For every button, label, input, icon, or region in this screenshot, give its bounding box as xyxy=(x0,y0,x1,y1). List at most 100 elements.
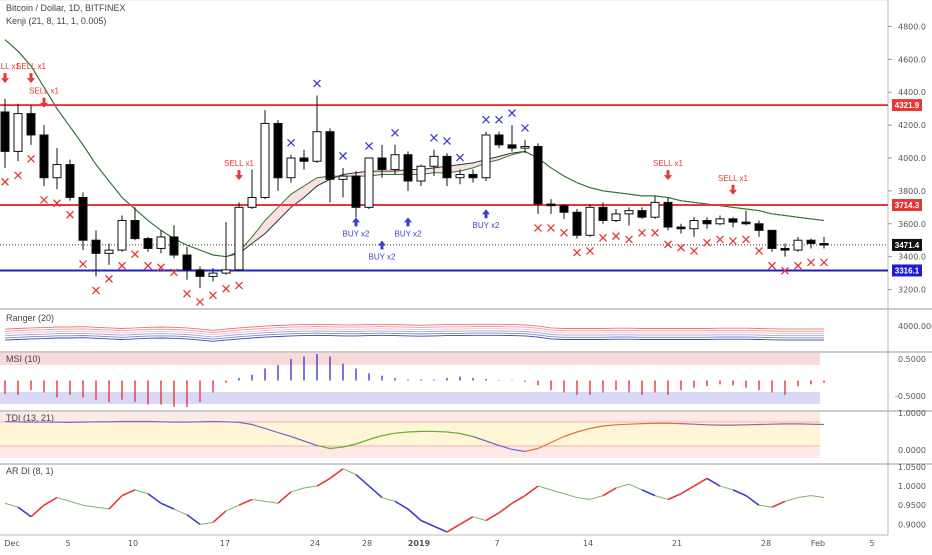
candle-body xyxy=(768,230,776,248)
ardi-line-segment xyxy=(5,503,18,507)
ranger-title: Ranger (20) xyxy=(6,313,54,323)
sell-arrow-icon xyxy=(664,170,672,180)
tdi-line-segment xyxy=(408,431,421,432)
ranger-line xyxy=(5,335,824,341)
ardi-line-segment xyxy=(252,499,265,501)
ardi-line-segment xyxy=(616,484,629,488)
sell-x-mark xyxy=(145,262,152,269)
candle-body xyxy=(235,207,243,269)
sell-x-mark xyxy=(756,247,763,254)
y-tick-label: 4000.0 xyxy=(898,154,926,163)
buy-x-mark xyxy=(314,80,321,87)
msi-lower-zone xyxy=(0,392,820,404)
level-price-label: 3316.1 xyxy=(895,266,920,275)
buy-signal-label: BUY x2 xyxy=(343,229,371,238)
symbol-title: Bitcoin / Dollar, 1D, BITFINEX xyxy=(6,3,126,14)
tdi-line-segment xyxy=(616,424,629,425)
buy-arrow-icon xyxy=(482,209,490,218)
tdi-line-segment xyxy=(226,422,239,423)
msi-y-label: -0.5000 xyxy=(895,392,926,401)
candle-body xyxy=(261,123,269,197)
ardi-line-segment xyxy=(499,503,512,513)
candle-body xyxy=(469,174,477,177)
buy-x-mark xyxy=(366,143,373,150)
candle-body xyxy=(313,132,321,162)
candle-body xyxy=(27,114,35,135)
ardi-line-segment xyxy=(447,524,460,532)
buy-signal-label: BUY x2 xyxy=(369,252,397,261)
ardi-y-label: 0.9500 xyxy=(898,501,926,510)
ardi-line-segment xyxy=(57,498,70,502)
ardi-line-segment xyxy=(681,486,694,494)
ardi-line-segment xyxy=(187,515,200,525)
ardi-line-segment xyxy=(473,517,486,521)
sell-x-mark xyxy=(574,249,581,256)
ardi-line-segment xyxy=(109,496,122,509)
buy-x-mark xyxy=(457,154,464,161)
ardi-line-segment xyxy=(746,496,759,506)
ardi-line-segment xyxy=(135,490,148,494)
candle-body xyxy=(209,273,217,276)
tdi-band-inner xyxy=(0,422,820,446)
sell-signal-label: SELL x1 xyxy=(224,159,254,168)
sell-x-mark xyxy=(691,247,698,254)
y-tick-label: 3200.0 xyxy=(898,286,926,295)
sell-x-mark xyxy=(15,172,22,179)
candle-body xyxy=(560,206,568,213)
buy-x-mark xyxy=(431,134,438,141)
sell-signal-label: SELL x1 xyxy=(718,174,748,183)
sell-arrow-icon xyxy=(40,98,48,108)
y-tick-label: 4400.0 xyxy=(898,88,926,97)
candle-body xyxy=(196,270,204,277)
candle-body xyxy=(144,239,152,249)
ardi-line-segment xyxy=(811,496,824,498)
buy-arrow-icon xyxy=(378,240,386,249)
sell-x-mark xyxy=(93,287,100,294)
ardi-line-segment xyxy=(707,478,720,486)
candle-body xyxy=(53,165,61,178)
ardi-line-segment xyxy=(512,496,525,504)
ardi-line-segment xyxy=(772,501,785,507)
ardi-line-segment xyxy=(577,498,590,500)
candle-body xyxy=(92,240,100,253)
candle-body xyxy=(729,219,737,222)
sell-x-mark xyxy=(197,298,204,305)
x-axis-label: 5 xyxy=(65,539,70,548)
msi-title: MSI (10) xyxy=(6,354,41,364)
ardi-line-segment xyxy=(356,475,369,486)
candle-body xyxy=(573,212,581,235)
ardi-line-segment xyxy=(798,496,811,498)
sell-signal-label: SELL x1 xyxy=(653,159,683,168)
candle-body xyxy=(79,197,87,240)
level-price-label: 4321.9 xyxy=(895,101,920,110)
ardi-line-segment xyxy=(369,486,382,497)
candle-body xyxy=(599,207,607,220)
ranger-y-label: 4000.0000 xyxy=(898,322,932,331)
ardi-line-segment xyxy=(395,501,408,509)
candle-body xyxy=(404,155,412,181)
ardi-line-segment xyxy=(239,499,252,505)
candle-body xyxy=(105,250,113,253)
sell-x-mark xyxy=(652,229,659,236)
ardi-line-segment xyxy=(694,478,707,486)
sell-x-mark xyxy=(743,236,750,243)
candle-body xyxy=(742,222,750,224)
ardi-line-segment xyxy=(538,486,551,490)
candle-body xyxy=(170,237,178,255)
ardi-line-segment xyxy=(226,505,239,511)
candle-body xyxy=(300,158,308,161)
candle-body xyxy=(586,207,594,235)
ardi-line-segment xyxy=(31,505,44,516)
tdi-line-segment xyxy=(681,424,694,425)
buy-arrow-icon xyxy=(352,217,360,226)
ardi-line-segment xyxy=(668,494,681,500)
last-price-label: 3471.4 xyxy=(895,241,920,250)
candle-body xyxy=(508,145,516,148)
x-axis-label: Dec xyxy=(4,539,19,548)
buy-signal-label: BUY x2 xyxy=(473,221,501,230)
candle-body xyxy=(274,123,282,177)
candle-body xyxy=(482,135,490,178)
ardi-line-segment xyxy=(122,490,135,496)
